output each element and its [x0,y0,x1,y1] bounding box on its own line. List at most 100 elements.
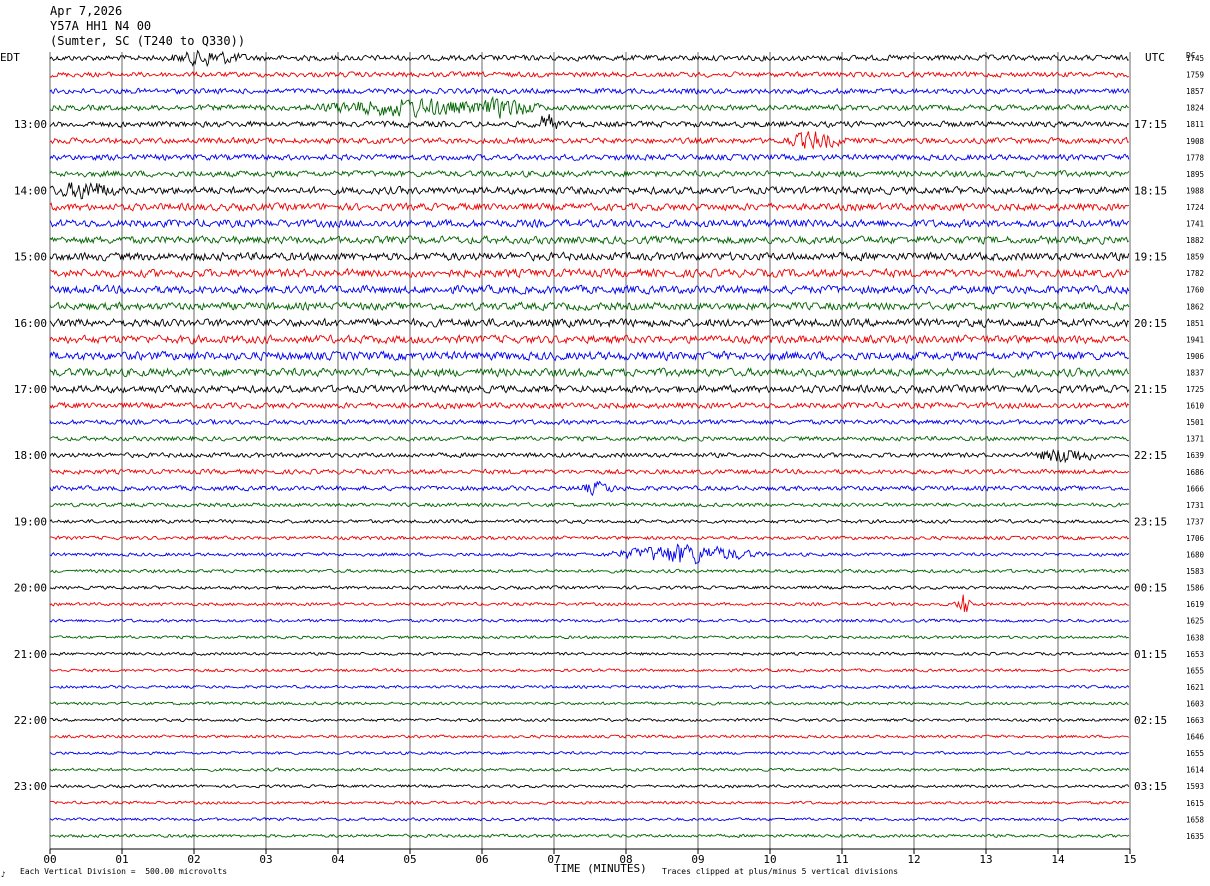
utc-hour-label: 02:15 [1134,714,1167,727]
utc-hour-label: 20:15 [1134,317,1167,330]
utc-hour-label: 03:15 [1134,780,1167,793]
x-tick-label: 12 [907,853,920,866]
edt-hour-label: 20:00 [14,582,47,595]
edt-hour-label: 13:00 [14,118,47,131]
dc-value-label: 1593 [1186,782,1204,791]
dc-value-label: 1724 [1186,203,1205,212]
trace-line [49,518,1130,524]
trace-line [49,301,1130,312]
dc-value-label: 1778 [1186,153,1205,162]
trace-line [49,651,1129,656]
x-tick-label: 03 [259,853,272,866]
dc-value-label: 1603 [1186,699,1204,708]
trace-line [49,502,1129,508]
trace-line [49,480,1130,497]
trace-line [49,751,1129,756]
dc-value-label: 1906 [1186,352,1205,361]
trace-line [49,635,1129,640]
trace-line [49,87,1130,95]
dc-value-label: 1811 [1186,120,1204,129]
dc-value-label: 1725 [1186,385,1204,394]
dc-value-label: 1615 [1186,799,1204,808]
dc-value-label: 1646 [1186,733,1205,742]
edt-axis-label: EDT [0,51,20,64]
dc-value-label: 1583 [1186,567,1204,576]
dc-value-label: 1706 [1186,534,1205,543]
trace-line [49,435,1130,442]
dc-value-label: 1941 [1186,335,1204,344]
edt-hour-label: 16:00 [14,317,47,330]
dc-value-label: 1621 [1186,683,1204,692]
dc-value-label: 1851 [1186,319,1204,328]
edt-hour-label: 14:00 [14,184,47,197]
trace-line [49,594,1129,612]
x-tick-label: 04 [331,853,345,866]
dc-value-label: 1666 [1186,484,1205,493]
trace-line [49,401,1130,410]
dc-value-label: 1741 [1186,220,1204,229]
trace-set [49,49,1130,839]
minute-grid [49,52,1131,850]
x-tick-label: 14 [1051,853,1065,866]
utc-axis-label: UTC [1145,51,1165,64]
header-location: (Sumter, SC (T240 to Q330)) [50,34,246,48]
trace-line [49,71,1130,78]
header-date: Apr 7,2026 [50,4,123,18]
dc-value-label: 1857 [1186,87,1204,96]
trace-line [49,684,1130,690]
dc-value-label: 1745 [1186,54,1204,63]
x-tick-label: 11 [835,853,848,866]
header-station: Y57A HH1 N4 00 [50,19,152,33]
dc-column-label: DC [1186,51,1196,60]
dc-value-label: 1663 [1186,716,1204,725]
x-tick-label: 05 [403,853,416,866]
x-tick-label: 13 [979,853,992,866]
trace-line [49,317,1130,329]
x-tick-label: 07 [547,853,560,866]
trace-line [49,833,1130,839]
dc-value-label: 1686 [1186,468,1205,477]
trace-line [49,418,1130,426]
trace-line [49,568,1130,574]
edt-hour-label: 17:00 [14,383,47,396]
trace-line [49,251,1130,262]
dc-value-label: 1586 [1186,584,1205,593]
trace-line [49,169,1130,178]
trace-line [49,535,1130,541]
edt-hour-label: 23:00 [14,780,47,793]
trace-line [49,767,1130,772]
trace-line [49,235,1130,245]
division-note: Each Vertical Division = 500.00 microvol… [20,867,228,876]
trace-line [49,182,1130,200]
trace-line [49,202,1130,212]
dc-value-label: 1658 [1186,815,1205,824]
dc-value-label: 1759 [1186,71,1204,80]
axis-labels: 00 01 02 03 04 05 06 07 08 09 10 11 12 13 14 15 13:00 17:… [14,54,1205,866]
dc-value-label: 1655 [1186,666,1204,675]
footer-mark: ♪ [1,870,6,879]
dc-value-label: 1501 [1186,418,1204,427]
x-tick-label: 02 [187,853,200,866]
trace-line [49,618,1129,623]
edt-hour-label: 18:00 [14,449,47,462]
x-tick-label: 15 [1123,853,1136,866]
dc-value-label: 1619 [1186,600,1204,609]
dc-value-label: 1639 [1186,451,1204,460]
trace-line [49,350,1130,362]
x-axis-title: TIME (MINUTES) [554,862,647,875]
dc-value-label: 1625 [1186,617,1204,626]
dc-value-label: 1638 [1186,633,1205,642]
dc-value-label: 1895 [1186,170,1204,179]
trace-line [49,468,1130,475]
dc-value-label: 1680 [1186,551,1205,560]
dc-value-label: 1371 [1186,435,1204,444]
utc-hour-label: 18:15 [1134,184,1167,197]
x-tick-label: 10 [763,853,776,866]
trace-line [49,367,1130,378]
dc-value-label: 1610 [1186,402,1205,411]
dc-value-label: 1760 [1186,286,1205,295]
trace-line [49,701,1129,706]
trace-line [49,668,1129,673]
dc-value-label: 1824 [1186,104,1205,113]
dc-value-label: 1882 [1186,236,1204,245]
